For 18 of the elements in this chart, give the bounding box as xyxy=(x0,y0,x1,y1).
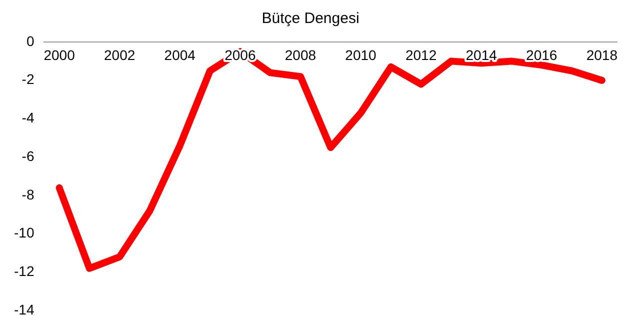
y-tick-label: -2 xyxy=(22,71,34,88)
y-tick-label: -8 xyxy=(22,186,34,202)
x-tick-label: 2016 xyxy=(526,46,558,63)
chart-title: Bütçe Dengesi xyxy=(262,10,360,28)
y-tick-label: 0 xyxy=(26,32,34,49)
x-tick-label: 2010 xyxy=(345,46,377,63)
y-tick-label: -4 xyxy=(22,110,34,126)
y-tick-label: -10 xyxy=(14,224,34,241)
x-tick-label: 2000 xyxy=(44,46,76,63)
x-tick-label: 2008 xyxy=(284,46,316,63)
x-tick-label: 2012 xyxy=(405,46,437,63)
x-tick-label: 2018 xyxy=(586,46,618,63)
x-tick-label: 2004 xyxy=(164,46,196,63)
x-tick-label: 2002 xyxy=(104,46,136,63)
x-tick-label: 2014 xyxy=(466,46,498,63)
y-tick-label: -6 xyxy=(22,148,34,164)
y-tick-label: -14 xyxy=(14,301,34,318)
y-tick-label: -12 xyxy=(14,263,34,280)
